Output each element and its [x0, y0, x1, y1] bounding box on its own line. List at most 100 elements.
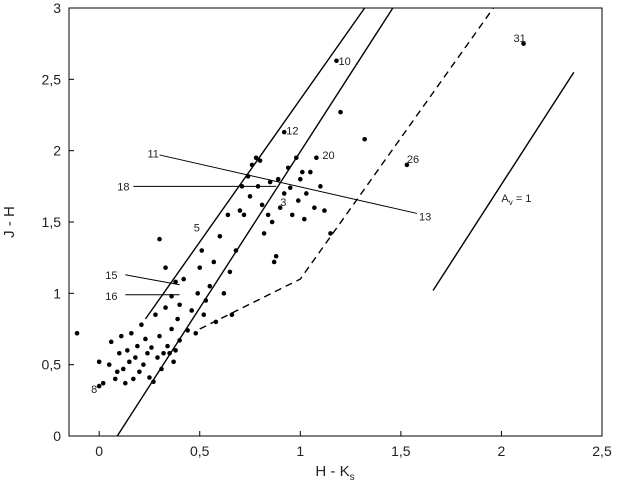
data-point	[233, 248, 239, 253]
data-point	[267, 179, 273, 185]
data-point	[193, 330, 199, 336]
leader-line	[159, 154, 418, 214]
data-point	[207, 283, 213, 289]
x-axis-ticks: 0 0,5 1 1,5 2 2,5	[95, 431, 612, 459]
data-point	[171, 359, 176, 365]
data-point	[225, 212, 231, 218]
data-point	[338, 109, 343, 115]
plot-frame	[68, 7, 603, 437]
data-point	[298, 176, 303, 182]
data-point	[155, 355, 160, 360]
data-point	[314, 155, 319, 161]
y-tick-label: 2	[53, 143, 61, 159]
data-point	[217, 233, 223, 239]
data-point	[133, 355, 138, 360]
data-point	[199, 248, 205, 253]
data-point	[135, 343, 140, 349]
data-point	[221, 291, 227, 296]
data-point	[157, 333, 162, 339]
data-point	[177, 302, 182, 308]
data-point	[112, 376, 118, 382]
data-point	[362, 136, 367, 142]
data-point	[322, 208, 327, 213]
x-tick-label: 0,5	[190, 443, 210, 459]
data-point	[239, 184, 245, 189]
data-point	[295, 198, 301, 203]
data-point	[253, 155, 259, 161]
data-point	[241, 212, 247, 218]
data-point	[163, 305, 168, 310]
data-points	[74, 41, 526, 389]
data-point	[273, 253, 279, 259]
data-point	[163, 265, 168, 270]
data-point	[237, 208, 243, 213]
point-label: 5	[194, 223, 200, 235]
data-point	[121, 366, 126, 372]
dashed-model-line	[199, 7, 494, 330]
data-point	[116, 350, 122, 356]
data-point	[271, 259, 277, 265]
data-point	[293, 155, 299, 161]
data-point	[275, 176, 281, 182]
model-lines	[116, 7, 575, 437]
y-axis-title: J - H	[1, 206, 18, 238]
data-point	[189, 308, 194, 313]
data-point	[114, 369, 120, 375]
data-point	[265, 212, 271, 218]
data-point	[143, 336, 148, 342]
x-axis-title: H - Ks	[315, 463, 354, 483]
data-point	[185, 328, 190, 333]
data-point	[118, 333, 124, 339]
data-point	[304, 191, 309, 196]
data-point	[247, 194, 253, 199]
data-point	[261, 231, 267, 236]
data-point	[169, 326, 174, 332]
y-tick-label: 1	[53, 285, 61, 301]
data-point	[281, 129, 287, 135]
data-point	[257, 158, 263, 163]
data-point	[312, 205, 317, 211]
data-point	[203, 298, 209, 303]
data-point	[289, 212, 295, 218]
data-point	[255, 184, 261, 189]
x-tick-label: 0	[95, 443, 103, 459]
data-point	[318, 184, 323, 189]
data-point	[153, 312, 158, 318]
solid-model-line	[116, 7, 394, 437]
point-labels: 10 12 20 26 31 13 11 18 3 5 15 16 8	[91, 33, 526, 396]
data-point	[149, 345, 154, 350]
point-label: 15	[105, 270, 117, 282]
y-tick-label: 3	[53, 0, 61, 16]
data-point	[197, 265, 203, 270]
data-point	[106, 362, 112, 367]
point-label: 31	[514, 33, 526, 45]
data-point	[137, 369, 142, 375]
data-point	[177, 338, 182, 343]
data-point	[147, 375, 152, 380]
data-point	[96, 383, 102, 389]
data-point	[173, 279, 178, 285]
y-tick-label: 0,5	[42, 357, 62, 373]
y-tick-label: 2,5	[42, 71, 62, 87]
data-point	[195, 291, 201, 296]
data-point	[269, 219, 275, 225]
data-point	[201, 312, 207, 318]
data-point	[173, 348, 178, 353]
data-point	[259, 202, 265, 208]
point-label: 10	[339, 56, 351, 68]
y-tick-label: 1,5	[42, 214, 62, 230]
data-point	[287, 185, 293, 191]
point-label: 12	[286, 126, 298, 138]
data-point	[74, 330, 80, 336]
data-point	[165, 343, 170, 349]
data-point	[127, 359, 132, 365]
reddening-vector-label: Av = 1	[501, 193, 531, 207]
x-tick-label: 1	[296, 443, 304, 459]
data-point	[181, 276, 186, 282]
solid-model-line	[144, 7, 366, 320]
data-point	[161, 350, 166, 356]
data-point	[139, 322, 144, 328]
data-point	[249, 162, 255, 168]
data-point	[125, 348, 130, 353]
